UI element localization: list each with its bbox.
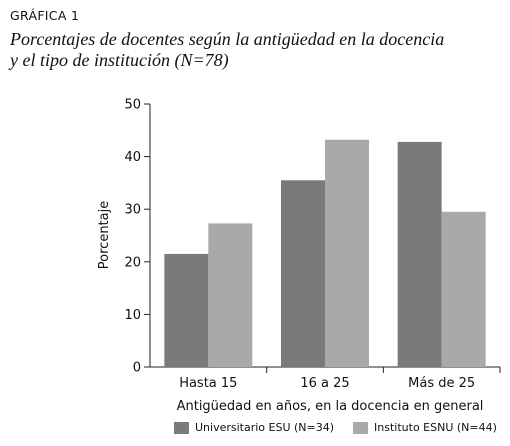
chart-title-line-1: Porcentajes de docentes según la antigüe… (10, 29, 445, 49)
y-tick-label: 40 (124, 150, 141, 165)
x-tick-label: Hasta 15 (179, 376, 237, 391)
y-tick-label: 0 (133, 361, 141, 376)
legend: Universitario ESU (N=34) Instituto ESNU … (174, 421, 510, 434)
bar-instituto (441, 211, 486, 367)
y-tick-label: 10 (124, 308, 141, 323)
bar-universitario (397, 141, 442, 367)
y-tick-label: 30 (124, 203, 141, 218)
x-tick-label: Más de 25 (408, 376, 475, 391)
bar-instituto (325, 139, 369, 367)
legend-swatch-universitario (174, 421, 189, 434)
y-axis: 0 10 20 30 40 50 (124, 98, 151, 376)
legend-item-universitario: Universitario ESU (N=34) (174, 421, 334, 434)
x-axis-title: Antigüedad en años, en la docencia en ge… (177, 399, 484, 414)
figure-label: GRÁFICA 1 (10, 8, 80, 23)
legend-label-universitario: Universitario ESU (N=34) (195, 421, 335, 434)
chart-title-line-2: y el tipo de institución (N=78) (10, 50, 229, 70)
legend-label-instituto: Instituto ESNU (N=44) (374, 421, 497, 434)
bars-group (164, 139, 486, 367)
y-tick-label: 20 (124, 255, 141, 270)
bar-universitario (281, 180, 325, 367)
legend-item-instituto: Instituto ESNU (N=44) (353, 421, 497, 434)
legend-swatch-instituto (353, 421, 369, 434)
x-tick-label: 16 a 25 (300, 376, 349, 391)
bar-instituto (208, 223, 253, 367)
x-axis: Hasta 15 16 a 25 Más de 25 (150, 366, 501, 391)
y-tick-label: 50 (124, 98, 141, 113)
y-axis-title: Porcentaje (97, 201, 112, 269)
bar-universitario (164, 253, 209, 367)
chart-title: Porcentajes de docentes según la antigüe… (10, 29, 490, 71)
